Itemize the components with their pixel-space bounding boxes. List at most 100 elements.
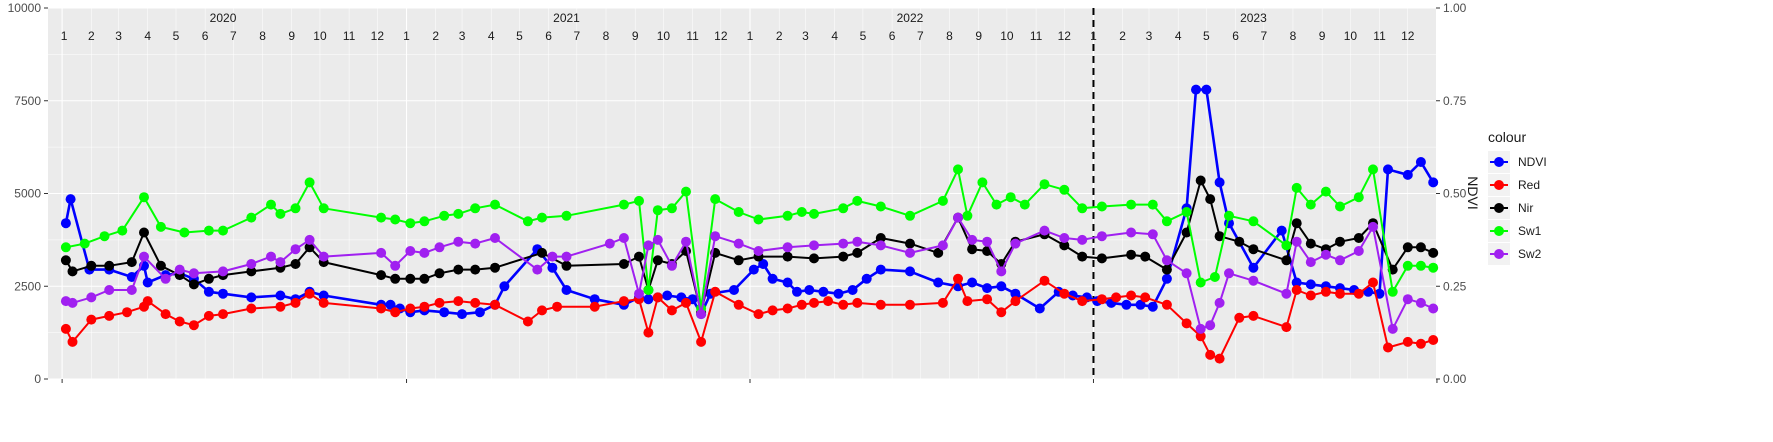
data-point-sw1 xyxy=(275,208,286,219)
data-point-nir xyxy=(1205,194,1216,205)
data-point-red xyxy=(390,307,401,318)
month-label: 11 xyxy=(686,29,699,43)
month-label: 1 xyxy=(61,29,68,43)
data-point-red xyxy=(203,310,214,321)
legend: colour NDVI Red Nir Sw1 Sw2 xyxy=(1488,129,1547,265)
data-point-nir xyxy=(246,266,257,277)
data-point-sw2 xyxy=(1415,297,1426,308)
data-point-ndvi xyxy=(1191,84,1201,95)
data-point-nir xyxy=(1181,227,1192,238)
y-left-tick-label: 10000 xyxy=(8,1,42,15)
data-point-red xyxy=(753,309,764,320)
data-point-nir xyxy=(1140,251,1151,262)
data-point-sw1 xyxy=(139,192,149,203)
month-label: 4 xyxy=(831,29,838,43)
data-point-sw1 xyxy=(1005,192,1016,203)
data-point-sw1 xyxy=(179,227,190,238)
data-point-red xyxy=(188,320,199,331)
data-point-nir xyxy=(104,260,115,271)
data-point-nir xyxy=(419,273,430,284)
data-point-nir xyxy=(188,279,199,290)
data-point-sw1 xyxy=(1147,199,1158,210)
data-point-nir xyxy=(537,247,547,258)
data-point-ndvi xyxy=(982,283,993,294)
data-point-red xyxy=(1335,288,1345,299)
data-point-sw1 xyxy=(809,208,819,219)
data-point-ndvi xyxy=(818,286,829,297)
data-point-red xyxy=(1039,275,1050,286)
data-point-ndvi xyxy=(318,290,329,301)
data-point-ndvi xyxy=(1201,84,1212,95)
data-point-ndvi xyxy=(561,285,572,295)
data-point-nir xyxy=(1415,242,1426,253)
data-point-red xyxy=(1234,312,1245,323)
data-point-sw2 xyxy=(1248,275,1259,286)
y-right-tick-label: 1.00 xyxy=(1443,1,1467,15)
data-point-red xyxy=(1010,296,1021,307)
data-point-sw2 xyxy=(1335,255,1345,266)
data-point-sw1 xyxy=(1428,262,1439,273)
data-point-sw2 xyxy=(1281,288,1292,299)
data-point-sw2 xyxy=(1402,294,1413,305)
series-sw1 xyxy=(60,164,1439,314)
data-point-ndvi xyxy=(126,272,137,282)
data-point-ndvi xyxy=(60,218,71,229)
data-point-red xyxy=(996,307,1007,318)
data-point-red xyxy=(1248,310,1259,321)
month-label: 11 xyxy=(343,29,356,43)
data-point-nir xyxy=(1353,233,1364,243)
data-point-sw1 xyxy=(439,210,450,221)
data-point-nir xyxy=(1281,255,1292,266)
data-point-sw1 xyxy=(1077,203,1088,214)
data-point-red xyxy=(905,299,915,310)
data-point-red xyxy=(1126,290,1137,301)
legend-key-point xyxy=(1494,203,1504,213)
data-point-nir xyxy=(203,273,214,284)
month-label: 2 xyxy=(432,29,439,43)
month-label: 1 xyxy=(1090,29,1097,43)
data-point-nir xyxy=(634,251,644,262)
data-point-ndvi xyxy=(847,285,858,295)
data-point-sw1 xyxy=(203,225,214,236)
data-point-nir xyxy=(434,268,445,279)
data-point-ndvi xyxy=(1135,299,1146,310)
data-point-ndvi xyxy=(589,294,600,305)
data-point-ndvi xyxy=(905,266,915,277)
data-point-sw2 xyxy=(710,231,721,242)
data-point-red xyxy=(643,327,654,338)
data-point-red xyxy=(1096,294,1107,305)
data-point-sw1 xyxy=(490,199,500,210)
month-label: 1 xyxy=(747,29,754,43)
data-point-sw2 xyxy=(1320,249,1331,260)
month-label: 12 xyxy=(1058,29,1072,43)
month-label: 6 xyxy=(202,29,209,43)
data-point-red xyxy=(470,297,481,308)
data-point-ndvi xyxy=(792,286,802,297)
legend-item-ndvi: NDVI xyxy=(1488,151,1547,173)
data-point-nir xyxy=(1428,247,1439,258)
data-point-red xyxy=(823,296,834,307)
data-point-sw2 xyxy=(652,234,663,245)
data-point-red xyxy=(1415,338,1426,349)
data-point-nir xyxy=(304,242,315,253)
month-label: 5 xyxy=(173,29,180,43)
data-point-sw2 xyxy=(290,244,301,255)
data-point-sw2 xyxy=(434,242,445,253)
data-point-ndvi xyxy=(804,285,815,295)
data-point-red xyxy=(1161,299,1172,310)
data-point-red xyxy=(60,323,71,334)
data-point-red xyxy=(453,296,464,307)
data-point-sw1 xyxy=(1224,210,1234,221)
data-point-sw2 xyxy=(1291,236,1302,247)
data-point-red xyxy=(246,303,257,314)
data-point-sw1 xyxy=(643,285,654,295)
data-point-sw1 xyxy=(666,203,677,214)
data-point-sw1 xyxy=(953,164,963,175)
legend-label: NDVI xyxy=(1518,155,1547,169)
data-point-sw1 xyxy=(218,225,228,236)
data-point-sw1 xyxy=(753,214,764,225)
data-point-nir xyxy=(60,255,71,266)
data-point-red xyxy=(681,297,691,308)
data-point-sw1 xyxy=(977,177,988,188)
